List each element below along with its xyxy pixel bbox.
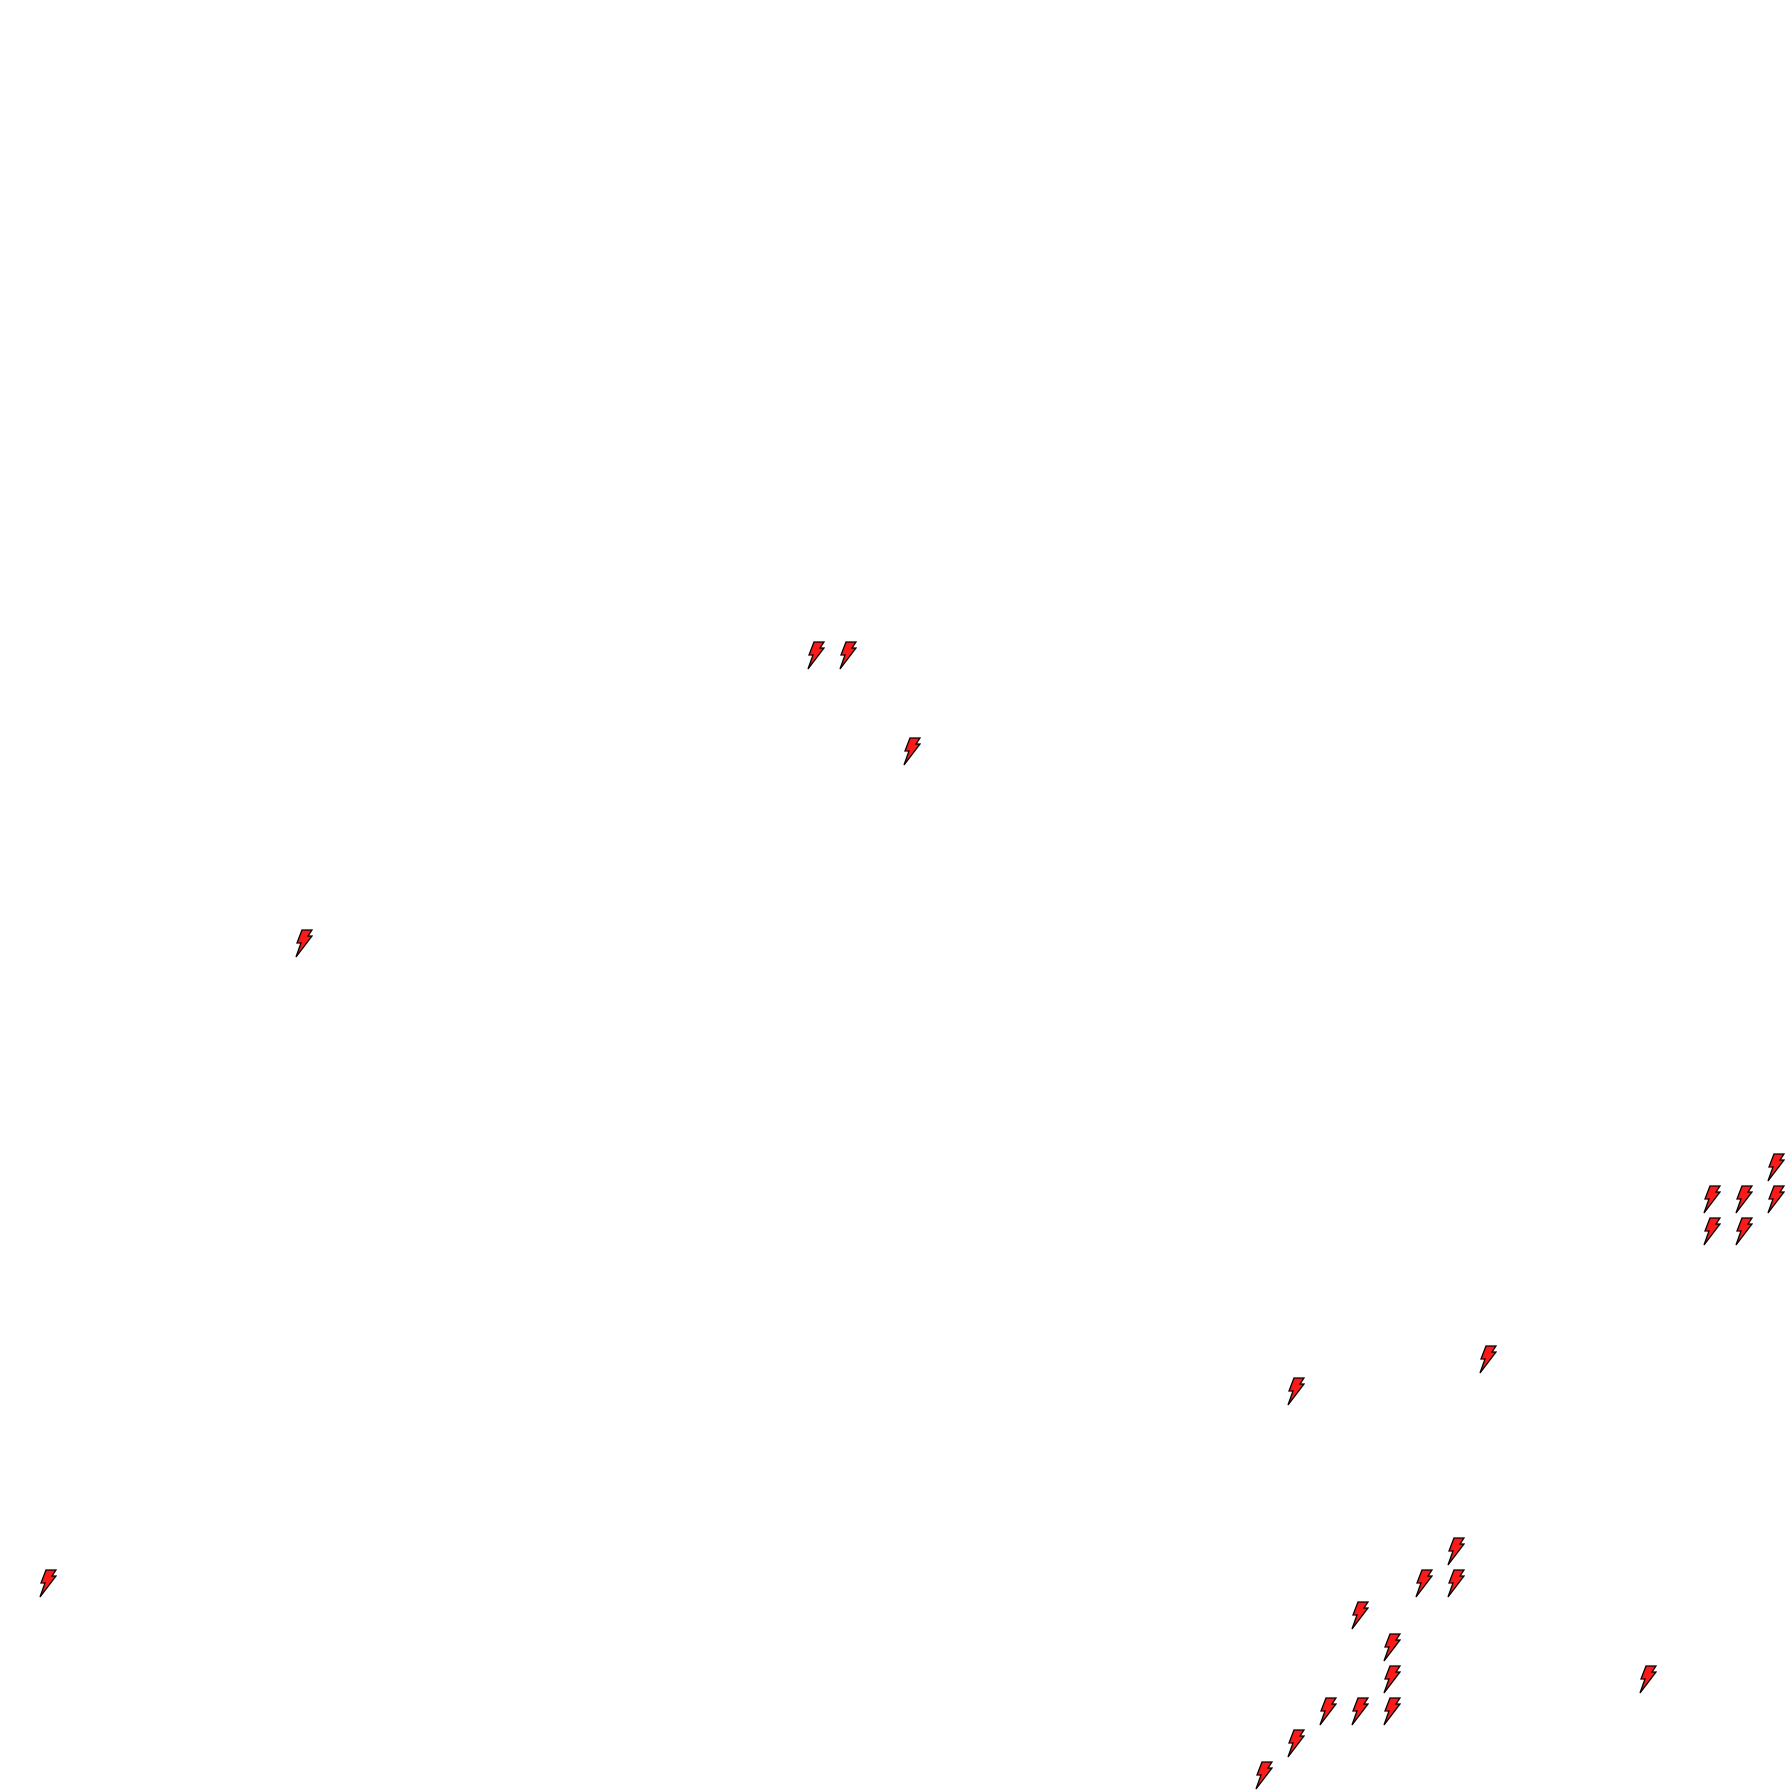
lightning-bolt-icon[interactable] [1447, 1569, 1465, 1599]
lightning-bolt-icon[interactable] [39, 1569, 57, 1599]
lightning-bolt-icon[interactable] [1287, 1377, 1305, 1407]
lightning-bolt-icon[interactable] [1383, 1697, 1401, 1727]
lightning-bolt-icon[interactable] [1703, 1217, 1721, 1247]
lightning-bolt-icon[interactable] [1319, 1697, 1337, 1727]
lightning-bolt-icon[interactable] [1351, 1601, 1369, 1631]
lightning-bolt-icon[interactable] [1703, 1185, 1721, 1215]
lightning-bolt-icon[interactable] [807, 641, 825, 671]
lightning-bolt-icon[interactable] [839, 641, 857, 671]
lightning-bolt-icon[interactable] [1639, 1665, 1657, 1695]
lightning-bolt-icon[interactable] [1735, 1185, 1753, 1215]
lightning-bolt-icon[interactable] [1447, 1537, 1465, 1567]
lightning-bolt-icon[interactable] [1415, 1569, 1433, 1599]
lightning-bolt-icon[interactable] [1383, 1633, 1401, 1663]
lightning-bolt-icon[interactable] [1255, 1761, 1273, 1791]
lightning-bolt-icon[interactable] [295, 929, 313, 959]
lightning-bolt-icon[interactable] [903, 737, 921, 767]
lightning-bolt-icon[interactable] [1479, 1345, 1497, 1375]
lightning-bolt-icon[interactable] [1287, 1729, 1305, 1759]
lightning-bolt-icon[interactable] [1351, 1697, 1369, 1727]
lightning-bolt-icon[interactable] [1767, 1185, 1785, 1215]
lightning-bolt-icon[interactable] [1383, 1665, 1401, 1695]
lightning-bolt-icon[interactable] [1767, 1153, 1785, 1183]
lightning-bolt-icon[interactable] [1735, 1217, 1753, 1247]
